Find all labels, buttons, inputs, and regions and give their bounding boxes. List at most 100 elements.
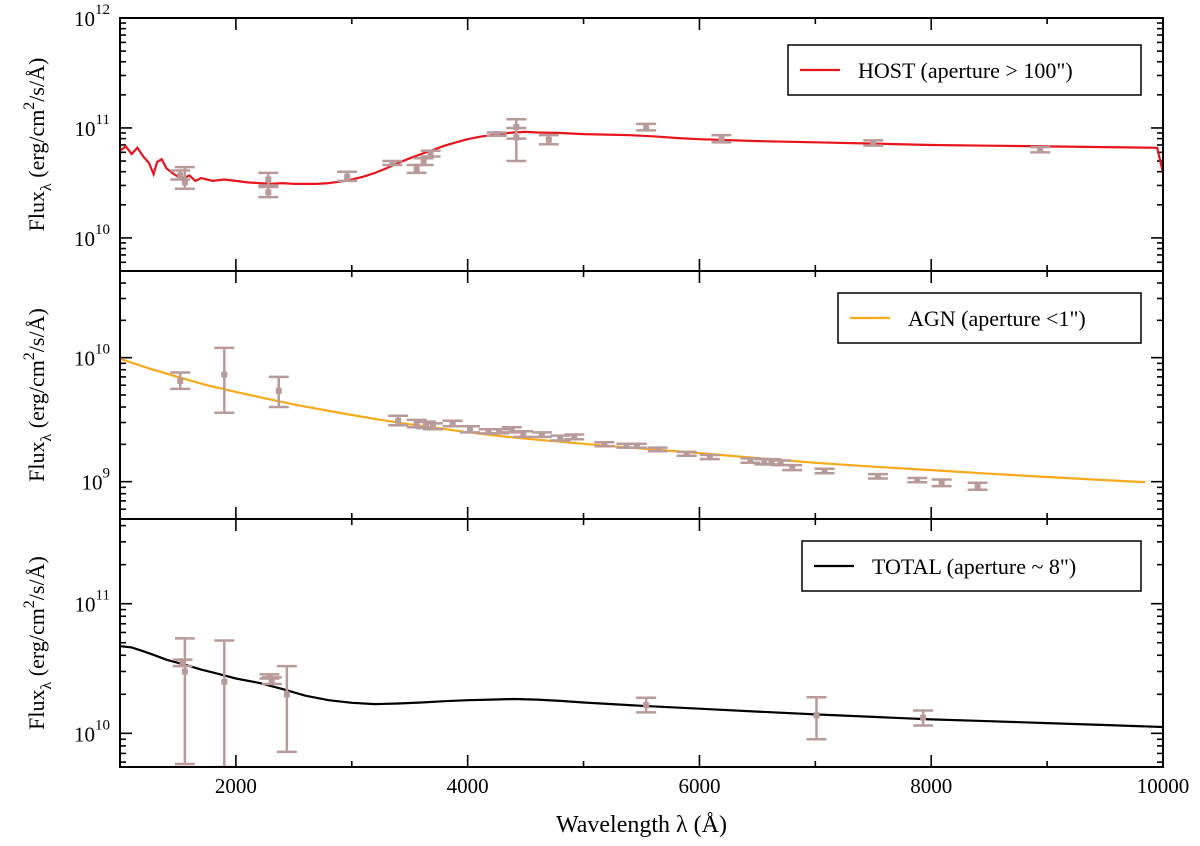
x-tick-label: 4000 <box>447 774 489 798</box>
observation-point <box>806 695 827 741</box>
data-marker <box>429 423 436 430</box>
y-tick-label: 109 <box>82 466 111 495</box>
observation-point <box>388 414 409 427</box>
panel-agn: 109 1010 Fluxλ (erg/cm2/s/Å) AGN (aperture … <box>21 270 1164 520</box>
x-tick-label: 6000 <box>678 774 720 798</box>
observation-point <box>1030 145 1051 154</box>
observation-point <box>676 450 697 457</box>
data-marker <box>643 124 650 131</box>
y-tick-label: 1012 <box>74 2 110 31</box>
data-marker <box>181 668 188 675</box>
data-marker <box>221 678 228 685</box>
data-marker <box>706 454 713 461</box>
data-marker <box>874 473 881 480</box>
legend-total: TOTAL (aperture ~ 8") <box>801 540 1142 592</box>
legend-label: AGN (aperture <1") <box>908 306 1086 331</box>
data-marker <box>557 435 564 442</box>
observation-point <box>486 131 507 138</box>
data-marker <box>495 428 502 435</box>
data-marker <box>508 427 515 434</box>
data-marker <box>538 431 545 438</box>
observation-point <box>913 709 934 727</box>
data-marker <box>420 159 427 166</box>
data-marker <box>718 135 725 142</box>
y-axis-label: Fluxλ (erg/cm2/s/Å) <box>21 556 55 730</box>
data-marker <box>265 189 272 196</box>
legend-label: TOTAL (aperture ~ 8") <box>872 554 1076 579</box>
data-marker <box>813 712 820 719</box>
observation-point <box>258 171 279 187</box>
x-axis-label: Wavelength λ (Å) <box>556 812 727 838</box>
data-marker <box>466 426 473 433</box>
observation-point <box>382 159 403 167</box>
x-tick-label: 10000 <box>1137 774 1190 798</box>
data-marker <box>268 677 275 684</box>
data-marker <box>623 442 630 449</box>
observation-point <box>261 676 282 686</box>
model-line-host <box>120 130 1163 186</box>
observation-point <box>170 371 191 391</box>
data-marker <box>513 134 520 141</box>
observation-point <box>420 149 441 158</box>
data-marker <box>265 176 272 183</box>
panel-host: 1010 1011 1012 Fluxλ (erg/cm2/s/Å) HOST (ape… <box>21 2 1164 272</box>
legend-label: HOST (aperture > 100") <box>858 58 1073 83</box>
data-marker <box>654 446 661 453</box>
data-marker <box>761 458 768 465</box>
y-axis-label: Fluxλ (erg/cm2/s/Å) <box>21 58 55 232</box>
data-marker <box>283 691 290 698</box>
y-tick-label: 1011 <box>75 588 110 617</box>
observation-point <box>413 157 434 167</box>
data-marker <box>777 459 784 466</box>
shared-x-axis: 2000 4000 6000 8000 10000 Wavelength λ (Å) <box>215 774 1189 838</box>
data-marker <box>427 150 434 157</box>
data-marker <box>938 479 945 486</box>
data-marker <box>389 159 396 166</box>
observation-point <box>814 467 835 475</box>
data-marker <box>920 714 927 721</box>
observation-point <box>594 440 615 448</box>
observation-point <box>268 375 289 409</box>
data-marker <box>870 139 877 146</box>
data-marker <box>177 377 184 384</box>
y-axis-label: Fluxλ (erg/cm2/s/Å) <box>21 308 55 482</box>
observation-point <box>867 472 888 480</box>
observation-point <box>258 185 279 199</box>
panel-frame <box>119 518 1164 768</box>
legend-agn: AGN (aperture <1") <box>837 292 1142 344</box>
y-tick-label: 1010 <box>74 342 110 371</box>
observation-point <box>782 463 803 472</box>
data-marker <box>493 131 500 138</box>
y-tick-label: 1010 <box>74 222 110 251</box>
data-marker <box>413 420 420 427</box>
observation-point <box>442 419 463 428</box>
data-marker <box>683 450 690 457</box>
legend-host: HOST (aperture > 100") <box>787 44 1142 96</box>
data-marker <box>789 464 796 471</box>
observation-point <box>564 433 585 441</box>
observation-point <box>931 478 952 488</box>
observation-point <box>538 133 559 146</box>
observation-point <box>636 696 657 714</box>
observation-point <box>513 430 534 439</box>
observation-point <box>459 424 480 434</box>
legend-box <box>801 540 1142 592</box>
data-marker <box>395 417 402 424</box>
observation-point <box>172 658 193 668</box>
y-tick-label: 1011 <box>75 112 110 141</box>
observation-point <box>214 639 235 767</box>
observation-point <box>531 431 552 439</box>
observation-point <box>967 481 988 492</box>
data-marker <box>571 433 578 440</box>
data-marker <box>422 422 429 429</box>
data-marker <box>914 477 921 484</box>
data-marker <box>643 702 650 709</box>
observation-point <box>506 126 527 163</box>
data-marker <box>747 457 754 464</box>
x-tick-label: 8000 <box>910 774 952 798</box>
data-marker <box>485 428 492 435</box>
observation-point <box>699 453 720 461</box>
data-marker <box>275 387 282 394</box>
data-marker <box>974 483 981 490</box>
